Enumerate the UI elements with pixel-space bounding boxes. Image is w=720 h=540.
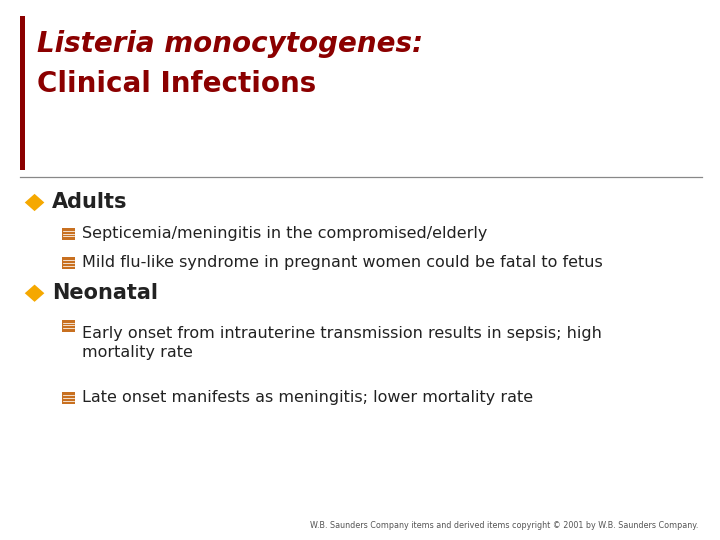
Text: Late onset manifests as meningitis; lower mortality rate: Late onset manifests as meningitis; lowe… [82, 390, 534, 406]
Polygon shape [24, 194, 45, 211]
Text: Mild flu-like syndrome in pregnant women could be fatal to fetus: Mild flu-like syndrome in pregnant women… [82, 255, 603, 271]
FancyBboxPatch shape [62, 257, 75, 269]
Text: Adults: Adults [52, 192, 127, 213]
FancyBboxPatch shape [62, 392, 75, 404]
Text: W.B. Saunders Company items and derived items copyright © 2001 by W.B. Saunders : W.B. Saunders Company items and derived … [310, 521, 698, 530]
FancyBboxPatch shape [62, 228, 75, 240]
Text: Listeria monocytogenes:: Listeria monocytogenes: [37, 30, 423, 58]
Polygon shape [24, 285, 45, 302]
FancyBboxPatch shape [62, 320, 75, 332]
FancyBboxPatch shape [20, 16, 25, 170]
Text: Neonatal: Neonatal [52, 283, 158, 303]
Text: Early onset from intrauterine transmission results in sepsis; high
mortality rat: Early onset from intrauterine transmissi… [82, 326, 602, 360]
Text: Clinical Infections: Clinical Infections [37, 70, 317, 98]
Text: Septicemia/meningitis in the compromised/elderly: Septicemia/meningitis in the compromised… [82, 226, 487, 241]
